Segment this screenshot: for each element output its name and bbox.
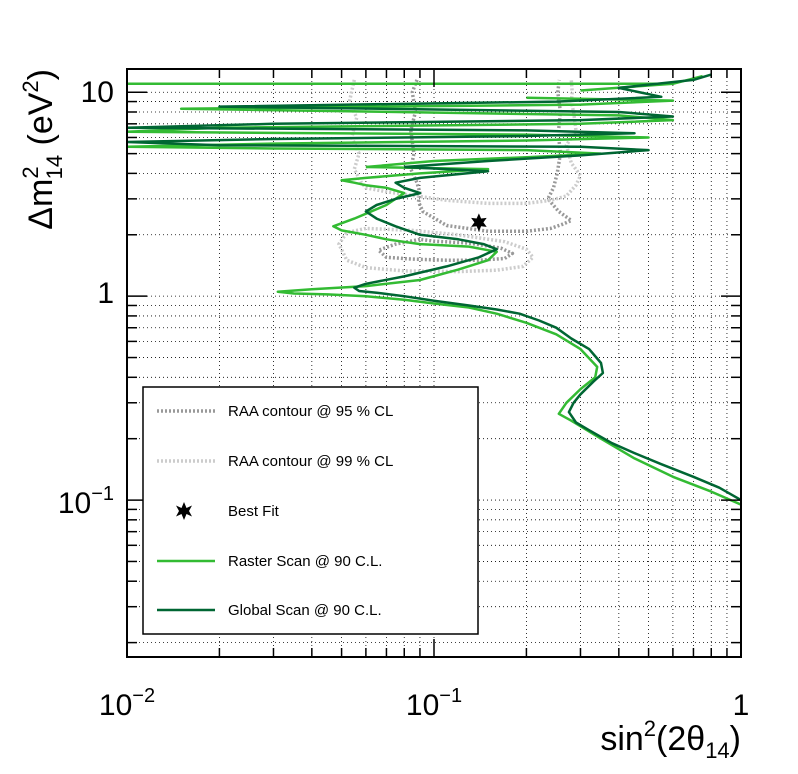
y-tick-label-0: 10−1: [58, 483, 114, 520]
y-tick-label-2: 10: [81, 76, 114, 109]
global-scan-contour-segment-1: [127, 73, 712, 169]
best-fit-star-marker: [471, 213, 487, 232]
raster-scan-contour-segment-3: [580, 74, 703, 92]
legend-label-raa-95: RAA contour @ 95 % CL: [228, 403, 393, 420]
legend-star-icon: [176, 502, 192, 520]
x-tick-label-0: 10−2: [99, 685, 155, 722]
y-axis-title: Δm214 (eV2): [18, 69, 67, 230]
raster-scan-contour-segment-1: [127, 96, 675, 169]
x-axis-title: sin2(2θ14): [600, 716, 741, 763]
legend-label-raster: Raster Scan @ 90 C.L.: [228, 553, 382, 570]
raa-95-contour-segment-0: [409, 79, 574, 234]
raster-scan-contour-segment-0: [276, 165, 741, 506]
curves-layer: [127, 73, 741, 506]
legend-label-global: Global Scan @ 90 C.L.: [228, 602, 382, 619]
best-fit-layer: [471, 213, 487, 232]
x-tick-label-2: 1: [733, 689, 750, 722]
axis-ticks: [126, 69, 742, 657]
legend-box: [142, 386, 479, 635]
x-tick-label-1: 10−1: [406, 685, 462, 722]
legend: RAA contour @ 95 % CL RAA contour @ 99 %…: [142, 386, 479, 635]
legend-label-best-fit: Best Fit: [228, 503, 280, 520]
legend-label-raa-99: RAA contour @ 99 % CL: [228, 453, 393, 470]
y-tick-label-1: 1: [97, 277, 114, 310]
global-scan-contour-segment-0: [353, 165, 741, 502]
